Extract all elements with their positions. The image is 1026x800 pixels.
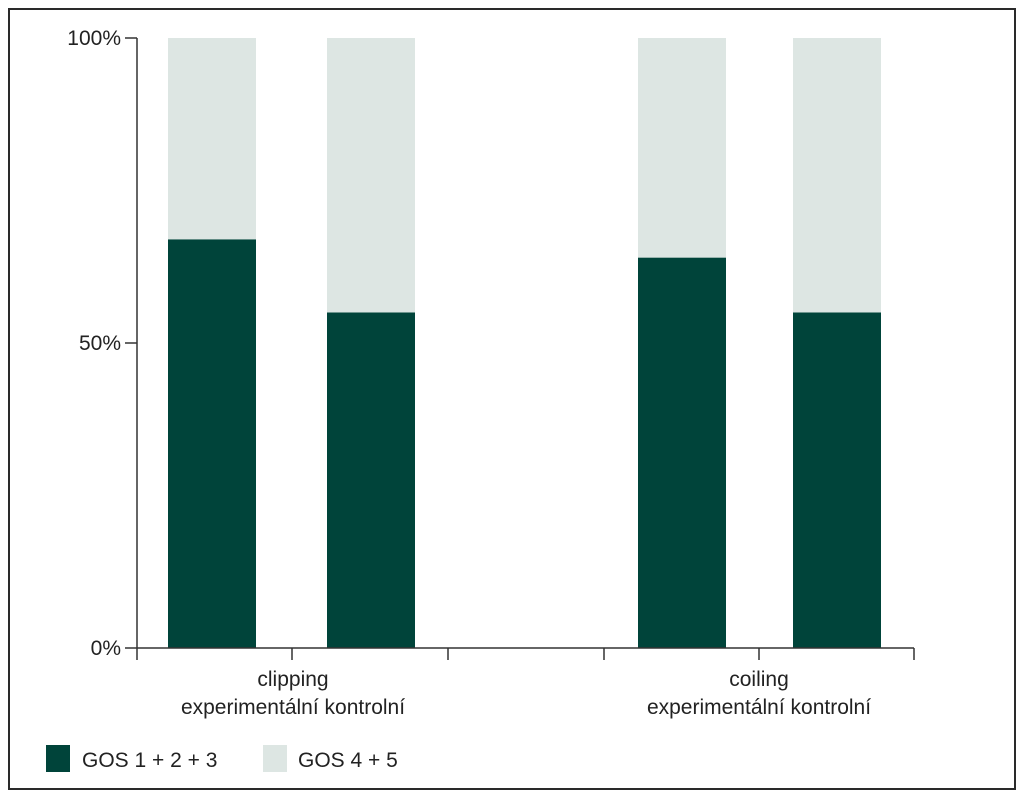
axes-layer xyxy=(125,37,915,660)
group-sublabel: experimentální kontrolní xyxy=(647,696,871,719)
bar-segment-gos-4-5-1 xyxy=(327,38,415,313)
bar-segment-gos-4-5-3 xyxy=(793,38,881,313)
bar-segment-gos-1-2-3-2 xyxy=(638,257,726,648)
labels-layer: 0% 50% 100% clipping experimentální kontroln… xyxy=(67,27,871,719)
bar-segment-gos-1-2-3-1 xyxy=(327,312,415,648)
group-label: coiling xyxy=(729,668,789,691)
legend: GOS 1 + 2 + 3 GOS 4 + 5 xyxy=(46,745,398,772)
legend-swatch xyxy=(263,745,287,772)
y-tick-label: 100% xyxy=(67,27,121,50)
bars-layer xyxy=(168,38,881,649)
group-label: clipping xyxy=(257,668,328,691)
bar-segment-gos-1-2-3-3 xyxy=(793,312,881,648)
bar-segment-gos-4-5-2 xyxy=(638,38,726,258)
y-tick-label: 50% xyxy=(79,332,121,355)
legend-label: GOS 4 + 5 xyxy=(298,749,398,772)
group-sublabel: experimentální kontrolní xyxy=(181,696,405,719)
bar-segment-gos-4-5-0 xyxy=(168,38,256,240)
y-tick-label: 0% xyxy=(91,637,121,660)
legend-label: GOS 1 + 2 + 3 xyxy=(82,749,217,772)
bar-segment-gos-1-2-3-0 xyxy=(168,239,256,649)
legend-swatch xyxy=(46,745,70,772)
